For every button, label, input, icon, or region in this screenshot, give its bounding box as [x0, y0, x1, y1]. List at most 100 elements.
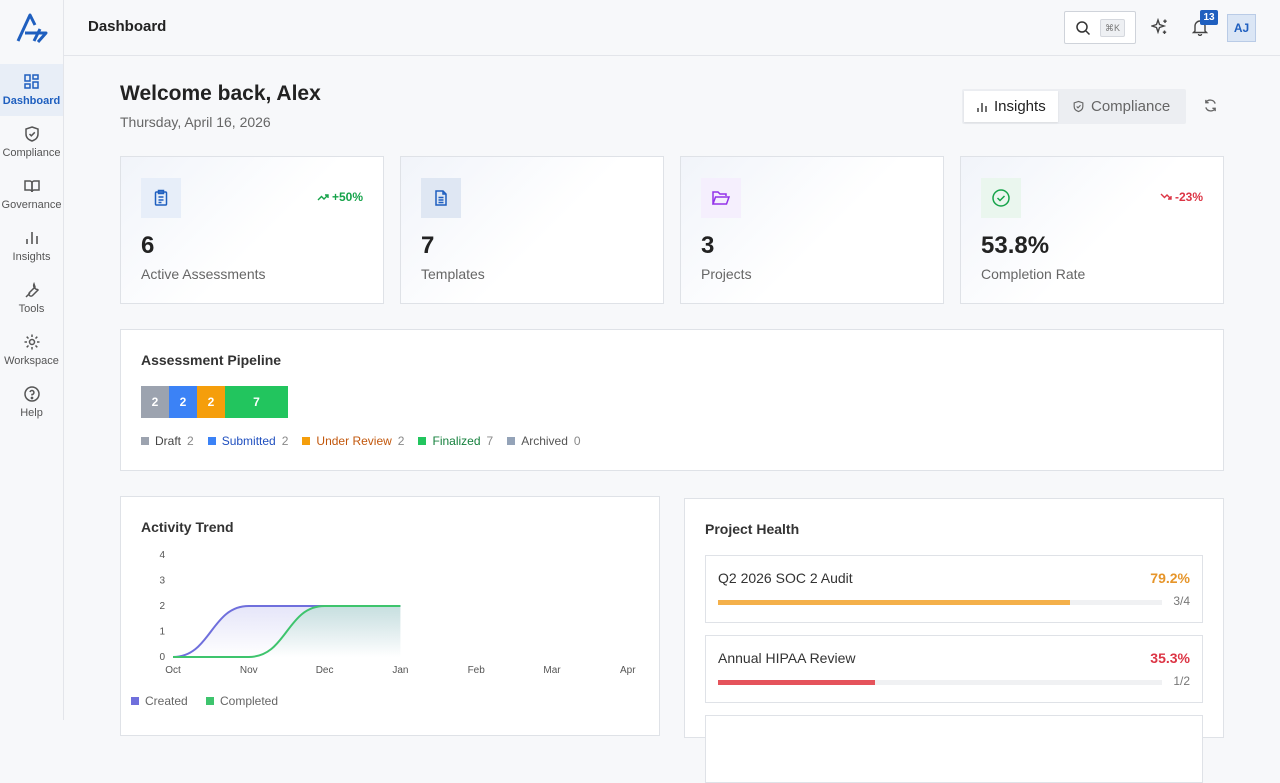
stat-card-completion-rate[interactable]: -23% 53.8% Completion Rate	[960, 156, 1224, 304]
sidebar-item-label: Workspace	[4, 355, 59, 367]
bar-chart-icon	[977, 102, 987, 112]
wrench-icon	[24, 281, 39, 298]
sidebar-nav: Dashboard Compliance Governance Insights…	[0, 64, 63, 428]
stat-card-templates[interactable]: 7 Templates	[400, 156, 664, 304]
series-line-completed	[173, 605, 401, 658]
legend-item-archived[interactable]: Archived 0	[507, 434, 581, 448]
legend-count: 2	[397, 434, 405, 448]
legend-swatch	[507, 437, 516, 445]
help-circle-icon	[23, 386, 40, 402]
y-tick-label: 3	[159, 576, 165, 587]
clipboard-icon	[141, 178, 181, 218]
project-name: Q2 2026 SOC 2 Audit	[718, 570, 853, 586]
project-card-hipaa[interactable]: Annual HIPAA Review 35.3% 1/2	[705, 635, 1203, 703]
stat-label: Projects	[701, 266, 752, 282]
legend-swatch	[418, 437, 427, 445]
trend-indicator: -23%	[1160, 190, 1203, 204]
tab-label: Insights	[994, 98, 1046, 115]
legend-item-under-review[interactable]: Under Review 2	[302, 434, 404, 448]
book-icon	[23, 180, 40, 193]
trending-up-icon	[317, 194, 329, 201]
stat-value: 6	[141, 232, 155, 259]
view-toggle: Insights Compliance	[962, 89, 1186, 124]
progress-bar	[718, 600, 1162, 605]
x-tick-label: Mar	[543, 665, 561, 676]
bar-chart-icon	[25, 232, 38, 244]
sidebar-item-governance[interactable]: Governance	[0, 168, 63, 220]
legend-item-finalized[interactable]: Finalized 7	[418, 434, 493, 448]
sidebar-item-label: Dashboard	[2, 95, 61, 107]
legend-count: 2	[281, 434, 289, 448]
tab-label: Compliance	[1091, 98, 1171, 115]
sidebar-item-insights[interactable]: Insights	[0, 220, 63, 272]
assessment-pipeline-panel: Assessment Pipeline 2 2 2 7 Draft 2 Submi…	[120, 329, 1224, 471]
pipeline-segment-submitted[interactable]: 2	[169, 386, 197, 418]
progress-bar	[718, 680, 1162, 685]
pipeline-segment-finalized[interactable]: 7	[225, 386, 288, 418]
legend-item-submitted[interactable]: Submitted 2	[207, 434, 289, 448]
pipeline-segment-under-review[interactable]: 2	[197, 386, 225, 418]
legend-swatch	[207, 437, 216, 445]
sidebar-item-label: Insights	[12, 251, 51, 263]
project-card-soc2[interactable]: Q2 2026 SOC 2 Audit 79.2% 3/4	[705, 555, 1203, 623]
trend-value: +50%	[331, 190, 363, 204]
trend-indicator: +50%	[317, 190, 363, 204]
welcome-heading: Welcome back, Alex	[120, 82, 321, 105]
y-tick-label: 2	[159, 601, 165, 612]
search-button[interactable]: ⌘K	[1064, 11, 1136, 44]
x-tick-label: Jan	[392, 665, 408, 676]
tab-insights[interactable]: Insights	[964, 91, 1058, 122]
project-percent: 35.3%	[1150, 650, 1190, 666]
legend-item-draft[interactable]: Draft 2	[141, 434, 194, 448]
sidebar-item-workspace[interactable]: Workspace	[0, 324, 63, 376]
sparkles-icon[interactable]	[1151, 18, 1169, 36]
search-shortcut: ⌘K	[1100, 19, 1125, 37]
shield-check-icon	[1073, 100, 1084, 113]
gear-icon	[24, 334, 39, 350]
legend-swatch	[141, 437, 149, 445]
legend-swatch	[206, 697, 214, 705]
x-tick-label: Dec	[316, 665, 334, 676]
stat-card-active-assessments[interactable]: +50% 6 Active Assessments	[120, 156, 384, 304]
app-logo[interactable]	[14, 11, 50, 45]
stat-value: 53.8%	[981, 232, 1050, 259]
stat-label: Active Assessments	[141, 266, 266, 282]
tab-compliance[interactable]: Compliance	[1060, 91, 1182, 122]
legend-swatch	[131, 697, 139, 705]
dashboard-icon	[23, 74, 39, 89]
page-title: Dashboard	[88, 18, 167, 35]
pipeline-segment-draft[interactable]: 2	[141, 386, 169, 418]
stat-label: Completion Rate	[981, 266, 1086, 282]
current-date: Thursday, April 16, 2026	[120, 114, 271, 130]
activity-trend-chart: 0 1 2 3 4 Oct Nov Dec Jan Feb Mar Apr Created Complet…	[131, 550, 636, 708]
sidebar-item-dashboard[interactable]: Dashboard	[0, 64, 63, 116]
folder-open-icon	[701, 178, 741, 218]
stat-label: Templates	[421, 266, 485, 282]
legend-count: 0	[573, 434, 581, 448]
check-circle-icon	[981, 178, 1021, 218]
refresh-icon[interactable]	[1203, 98, 1218, 113]
sidebar-item-help[interactable]: Help	[0, 376, 63, 428]
project-name: Annual HIPAA Review	[718, 650, 856, 666]
sidebar-item-label: Governance	[1, 199, 62, 211]
panel-title: Activity Trend	[141, 519, 234, 535]
trend-value: -23%	[1174, 190, 1203, 204]
sidebar-item-tools[interactable]: Tools	[0, 272, 63, 324]
legend-label: Archived	[521, 434, 568, 448]
progress-fill	[718, 600, 1070, 605]
document-icon	[421, 178, 461, 218]
avatar[interactable]: AJ	[1227, 14, 1256, 42]
sidebar-item-compliance[interactable]: Compliance	[0, 116, 63, 168]
sidebar-item-label: Help	[20, 407, 43, 419]
legend-count: 2	[187, 434, 194, 448]
pipeline-bar: 2 2 2 7	[141, 386, 288, 418]
legend-swatch	[302, 437, 311, 445]
y-tick-label: 1	[159, 627, 165, 638]
project-fraction: 1/2	[1173, 674, 1190, 688]
stat-card-projects[interactable]: 3 Projects	[680, 156, 944, 304]
stat-value: 7	[421, 232, 435, 259]
x-tick-label: Apr	[620, 665, 636, 676]
project-card-next[interactable]	[705, 715, 1203, 783]
project-health-panel: Project Health Q2 2026 SOC 2 Audit 79.2%…	[684, 498, 1224, 783]
pipeline-legend: Draft 2 Submitted 2 Under Review 2 Finalize…	[141, 434, 581, 448]
